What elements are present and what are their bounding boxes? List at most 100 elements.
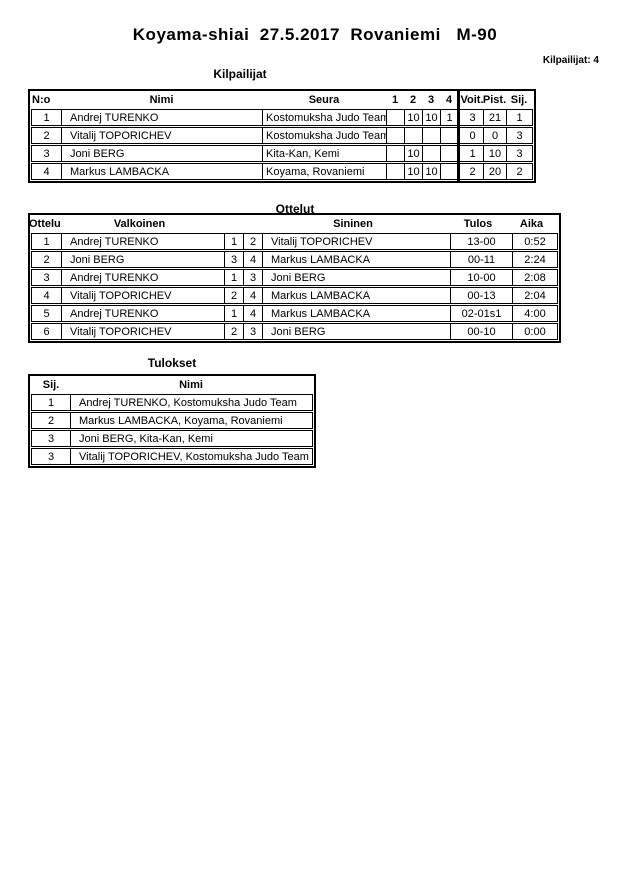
- competitor-row: 2 Vitalij TOPORICHEV Kostomuksha Judo Te…: [31, 127, 533, 144]
- white-seed: 2: [224, 288, 243, 303]
- white-name: Andrej TURENKO: [61, 270, 224, 285]
- competitor-name: Vitalij TOPORICHEV: [61, 128, 262, 143]
- round2-score: 10: [404, 110, 422, 125]
- match-row: 5 Andrej TURENKO 1 4 Markus LAMBACKA 02-…: [31, 305, 558, 322]
- round3-score: 10: [422, 164, 440, 179]
- competitor-club: Kostomuksha Judo Team: [262, 128, 386, 143]
- header-spacer: [221, 215, 240, 232]
- white-name: Vitalij TOPORICHEV: [61, 324, 224, 339]
- round4-score: [440, 128, 458, 143]
- round1-score: [386, 164, 404, 179]
- match-result: 00-13: [450, 288, 512, 303]
- match-number: 3: [43, 271, 50, 284]
- page-title: Koyama-shiai 27.5.2017 Rovaniemi M-90: [132, 25, 498, 44]
- blue-seed: 4: [243, 288, 262, 303]
- header-spacer: [240, 215, 259, 232]
- blue-name: Markus LAMBACKA: [262, 306, 450, 321]
- result-name: Markus LAMBACKA, Koyama, Rovaniemi: [70, 413, 312, 428]
- blue-name: Markus LAMBACKA: [262, 288, 450, 303]
- match-number: 2: [43, 253, 50, 266]
- blue-name: Vitalij TOPORICHEV: [262, 234, 450, 249]
- match-time: 0:52: [512, 234, 557, 249]
- col-header-white: Valkoinen: [113, 217, 166, 230]
- round3-score: [422, 146, 440, 161]
- blue-name: Markus LAMBACKA: [262, 252, 450, 267]
- competitor-wins: 2: [458, 164, 483, 179]
- round4-score: 1: [440, 110, 458, 125]
- col-header-place: Sij.: [42, 378, 60, 391]
- match-result: 02-01s1: [450, 306, 512, 321]
- competitor-count-label: Kilpailijat: 4: [542, 55, 599, 66]
- blue-seed: 2: [243, 234, 262, 249]
- col-header-time: Aika: [519, 217, 544, 230]
- white-name: Joni BERG: [61, 252, 224, 267]
- matches-heading: Ottelut: [275, 202, 315, 216]
- round4-score: [440, 146, 458, 161]
- blue-seed: 3: [243, 324, 262, 339]
- white-seed: 1: [224, 306, 243, 321]
- matches-header-row: Ottelu Valkoinen Sininen Tulos Aika: [29, 215, 557, 232]
- competitor-no: 3: [43, 147, 50, 160]
- competitor-points: 20: [483, 164, 506, 179]
- result-name: Vitalij TOPORICHEV, Kostomuksha Judo Tea…: [70, 449, 312, 464]
- competitor-points: 10: [483, 146, 506, 161]
- white-seed: 3: [224, 252, 243, 267]
- results-table: Sij. Nimi 1 Andrej TURENKO, Kostomuksha …: [28, 374, 316, 468]
- col-header-points: Pist.: [483, 93, 506, 106]
- competitor-wins: 1: [458, 146, 483, 161]
- round3-score: [422, 128, 440, 143]
- result-place: 3: [47, 450, 55, 463]
- white-name: Vitalij TOPORICHEV: [61, 288, 224, 303]
- competitor-wins: 0: [458, 128, 483, 143]
- result-row: 3 Joni BERG, Kita-Kan, Kemi: [31, 430, 313, 447]
- competitor-row: 4 Markus LAMBACKA Koyama, Rovaniemi 10 1…: [31, 163, 533, 180]
- results-header-row: Sij. Nimi: [32, 376, 312, 393]
- competitor-no: 4: [43, 165, 50, 178]
- white-seed: 1: [224, 270, 243, 285]
- match-result: 00-10: [450, 324, 512, 339]
- col-header-round3: 3: [427, 93, 435, 106]
- match-result: 10-00: [450, 270, 512, 285]
- result-place: 3: [47, 432, 55, 445]
- col-header-name: Nimi: [179, 378, 203, 391]
- thick-column-divider: [457, 91, 460, 181]
- match-number: 6: [43, 325, 50, 338]
- round1-score: [386, 110, 404, 125]
- result-row: 3 Vitalij TOPORICHEV, Kostomuksha Judo T…: [31, 448, 313, 465]
- competitor-club: Kita-Kan, Kemi: [262, 146, 386, 161]
- competitor-row: 3 Joni BERG Kita-Kan, Kemi 10 1 10 3: [31, 145, 533, 162]
- match-time: 4:00: [512, 306, 557, 321]
- competitor-wins: 3: [458, 110, 483, 125]
- result-row: 1 Andrej TURENKO, Kostomuksha Judo Team: [31, 394, 313, 411]
- match-time: 2:24: [512, 252, 557, 267]
- competitor-club: Koyama, Rovaniemi: [262, 164, 386, 179]
- blue-name: Joni BERG: [262, 324, 450, 339]
- competitors-heading: Kilpailijat: [213, 67, 267, 81]
- match-row: 3 Andrej TURENKO 1 3 Joni BERG 10-00 2:0…: [31, 269, 558, 286]
- match-time: 2:08: [512, 270, 557, 285]
- result-name: Andrej TURENKO, Kostomuksha Judo Team: [70, 395, 312, 410]
- match-number: 1: [43, 235, 50, 248]
- competitor-name: Andrej TURENKO: [61, 110, 262, 125]
- match-row: 2 Joni BERG 3 4 Markus LAMBACKA 00-11 2:…: [31, 251, 558, 268]
- match-result: 00-11: [450, 252, 512, 267]
- competitors-header-row: N:o Nimi Seura 1 2 3 4 Voit. Pist. Sij.: [32, 91, 532, 108]
- matches-table: Ottelu Valkoinen Sininen Tulos Aika 1 An…: [28, 213, 561, 343]
- result-place: 1: [47, 396, 55, 409]
- round1-score: [386, 146, 404, 161]
- competitor-points: 21: [483, 110, 506, 125]
- match-time: 0:00: [512, 324, 557, 339]
- match-row: 4 Vitalij TOPORICHEV 2 4 Markus LAMBACKA…: [31, 287, 558, 304]
- competitor-place: 3: [506, 146, 532, 161]
- round3-score: 10: [422, 110, 440, 125]
- match-result: 13-00: [450, 234, 512, 249]
- results-heading: Tulokset: [147, 356, 197, 370]
- round1-score: [386, 128, 404, 143]
- result-row: 2 Markus LAMBACKA, Koyama, Rovaniemi: [31, 412, 313, 429]
- result-name: Joni BERG, Kita-Kan, Kemi: [70, 431, 312, 446]
- competitor-name: Markus LAMBACKA: [61, 164, 262, 179]
- col-header-result: Tulos: [463, 217, 493, 230]
- competitor-place: 2: [506, 164, 532, 179]
- match-time: 2:04: [512, 288, 557, 303]
